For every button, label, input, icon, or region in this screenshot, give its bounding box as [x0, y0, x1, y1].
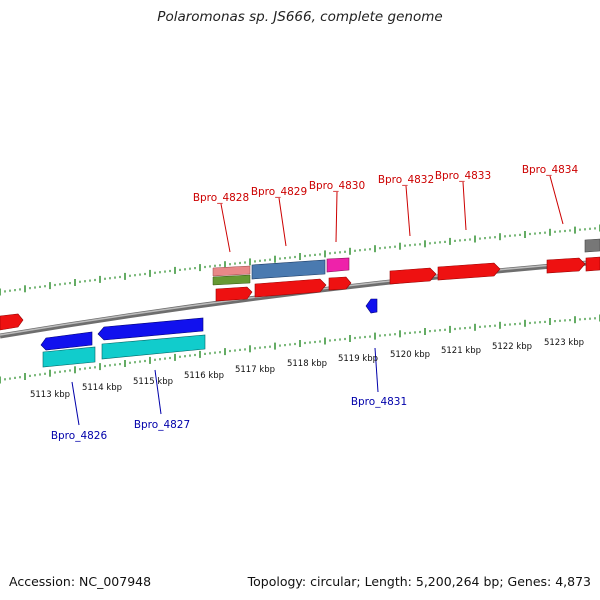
leader-bpro-4831 [374, 347, 379, 393]
leader-bpro-4826 [71, 381, 80, 426]
leader-bpro-4829 [278, 197, 287, 247]
kbp-label: 5123 kbp [544, 338, 584, 348]
label-bpro-4831[interactable]: Bpro_4831 [351, 396, 407, 408]
leader-bpro-4828 [220, 203, 231, 253]
gene-feature-gray-edge[interactable] [584, 238, 600, 253]
kbp-label: 5120 kbp [390, 350, 430, 360]
label-bpro-4826[interactable]: Bpro_4826 [51, 430, 108, 442]
kbp-label: 5122 kbp [492, 342, 532, 352]
kbp-label: 5115 kbp [133, 377, 173, 387]
kbp-label: 5118 kbp [287, 359, 327, 369]
accession-text: Accession: NC_007948 [9, 574, 152, 589]
kbp-label: 5117 kbp [235, 365, 275, 375]
gene-cds-forward[interactable] [0, 313, 24, 331]
gene-bpro-4826-cds[interactable] [40, 331, 93, 351]
gene-bpro-4831-cds[interactable] [365, 298, 378, 314]
gene-bpro-4828-feature-olive[interactable] [212, 274, 251, 286]
kbp-label: 5119 kbp [338, 354, 378, 364]
leader-bpro-4832 [405, 185, 411, 237]
gene-bpro-4834-cds[interactable] [546, 257, 586, 274]
gene-bpro-4832-cds[interactable] [389, 267, 437, 285]
topology-text: Topology: circular; Length: 5,200,264 bp… [247, 574, 591, 589]
label-bpro-4834[interactable]: Bpro_4834 [522, 164, 579, 176]
kbp-label: 5121 kbp [441, 346, 481, 356]
kbp-label: 5116 kbp [184, 371, 224, 381]
gene-bpro-4830-cds[interactable] [328, 276, 352, 291]
leader-bpro-4827 [154, 369, 162, 415]
gene-cds-forward-edge[interactable] [585, 256, 600, 272]
label-bpro-4833[interactable]: Bpro_4833 [435, 170, 491, 182]
label-bpro-4832[interactable]: Bpro_4832 [378, 174, 434, 186]
gene-bpro-4826-rna[interactable] [42, 346, 96, 368]
gene-bpro-4827-rna[interactable] [101, 334, 206, 360]
ruler-outer [0, 224, 600, 296]
gene-bpro-4830-feature-magenta[interactable] [326, 257, 350, 273]
gene-labels: Bpro_4828 Bpro_4829 Bpro_4830 Bpro_4832 … [51, 164, 579, 442]
kbp-label: 5114 kbp [82, 383, 122, 393]
label-leaders [71, 175, 564, 426]
gene-bpro-4828-feature-pink[interactable] [212, 265, 251, 277]
gene-bpro-4829-cds[interactable] [254, 278, 327, 298]
label-bpro-4830[interactable]: Bpro_4830 [309, 180, 365, 192]
label-bpro-4828[interactable]: Bpro_4828 [193, 192, 249, 204]
gene-bpro-4828-cds[interactable] [215, 286, 253, 302]
gene-features [0, 238, 600, 368]
leader-bpro-4833 [462, 181, 467, 231]
gene-bpro-4827-cds[interactable] [97, 317, 204, 341]
label-bpro-4829[interactable]: Bpro_4829 [251, 186, 307, 198]
label-bpro-4827[interactable]: Bpro_4827 [134, 419, 190, 431]
leader-bpro-4834 [549, 175, 564, 225]
ruler-inner [0, 314, 600, 384]
kbp-label: 5113 kbp [30, 390, 70, 400]
map-title: Polaromonas sp. JS666, complete genome [157, 9, 443, 25]
gene-bpro-4833-cds[interactable] [437, 262, 501, 281]
leader-bpro-4830 [335, 191, 338, 243]
gene-bpro-4829-feature-steel[interactable] [251, 259, 326, 280]
ruler-labels: 5113 kbp 5114 kbp 5115 kbp 5116 kbp 5117… [30, 338, 584, 400]
